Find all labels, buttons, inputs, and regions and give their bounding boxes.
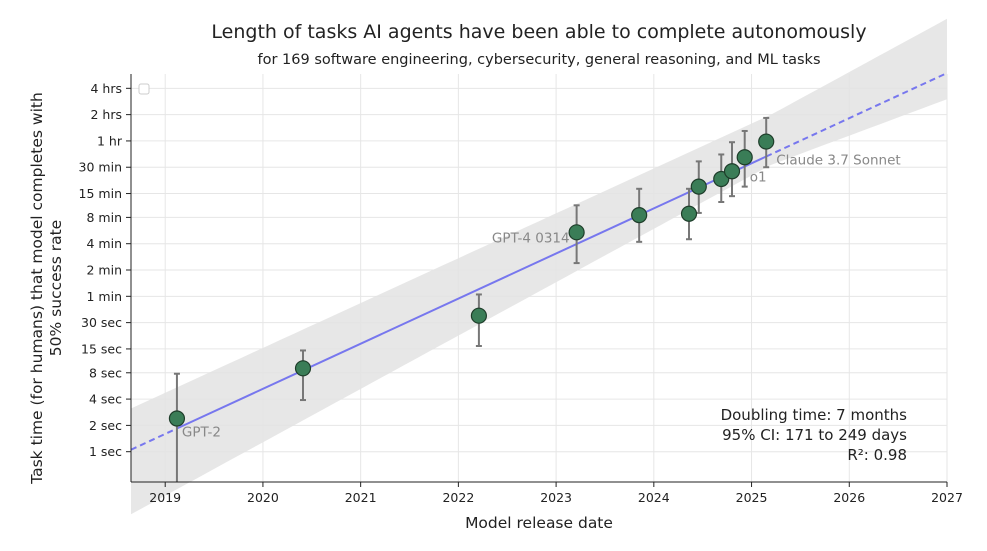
y-tick-label: 2 min <box>87 263 123 278</box>
data-point <box>690 178 707 195</box>
y-tick-label: 4 hrs <box>90 81 122 96</box>
trend-line-solid <box>176 155 767 430</box>
x-tick-label: 2019 <box>149 490 181 505</box>
confidence-band <box>131 18 947 515</box>
y-tick-label: 2 hrs <box>90 107 122 122</box>
point-label: GPT-4 0314 <box>492 230 570 246</box>
y-tick-label: 15 sec <box>81 341 122 356</box>
y-axis-label: Task time (for humans) that model comple… <box>28 92 65 485</box>
data-point <box>736 149 753 166</box>
point-label: GPT-2 <box>182 424 221 440</box>
x-tick-label: 2022 <box>442 490 474 505</box>
y-tick-label: 2 sec <box>89 418 122 433</box>
y-tick-label: 8 min <box>87 210 123 225</box>
x-tick-label: 2025 <box>736 490 768 505</box>
x-tick-label: 2020 <box>247 490 279 505</box>
y-tick-label: 4 sec <box>89 392 122 407</box>
stats-annotation: Doubling time: 7 months 95% CI: 171 to 2… <box>721 406 908 464</box>
legend-box <box>138 83 150 95</box>
point-label: o1 <box>750 169 767 185</box>
y-axis-label-line-1: Task time (for humans) that model comple… <box>28 92 46 485</box>
data-point <box>294 360 312 377</box>
y-tick-label: 4 min <box>87 236 123 251</box>
ci-text: 95% CI: 171 to 249 days <box>722 426 907 444</box>
data-point <box>758 133 775 150</box>
point-labels: GPT-2 GPT-4 0314 o1 Claude 3.7 Sonnet <box>182 153 901 441</box>
y-tick-label: 30 min <box>79 160 122 175</box>
chart-title: Length of tasks AI agents have been able… <box>211 21 866 43</box>
ci-band-area <box>131 18 947 515</box>
y-tick-label: 30 sec <box>81 315 122 330</box>
x-tick-label: 2026 <box>833 490 865 505</box>
y-tick-label: 8 sec <box>89 365 122 380</box>
data-point <box>723 163 741 180</box>
data-point <box>470 307 487 324</box>
trend-line-dashed-end <box>765 72 948 158</box>
y-axis-label-line-2: 50% success rate <box>47 220 65 356</box>
axes <box>130 74 947 483</box>
data-point <box>680 205 698 222</box>
data-point <box>568 224 585 241</box>
y-axis-ticks: 1 sec 2 sec 4 sec 8 sec 15 sec 30 sec 1 min 2 m… <box>79 81 131 459</box>
trend-line-dashed-start <box>130 427 178 451</box>
r2-text: R²: 0.98 <box>847 446 907 464</box>
y-tick-label: 15 min <box>79 186 122 201</box>
x-tick-label: 2024 <box>638 490 670 505</box>
x-tick-label: 2021 <box>345 490 377 505</box>
trend-line <box>130 72 948 451</box>
doubling-time-text: Doubling time: 7 months <box>721 406 908 424</box>
x-tick-label: 2023 <box>540 490 572 505</box>
y-tick-label: 1 hr <box>97 133 123 148</box>
y-tick-label: 1 sec <box>89 444 122 459</box>
y-tick-label: 1 min <box>87 289 123 304</box>
data-point <box>631 206 648 224</box>
point-label: Claude 3.7 Sonnet <box>776 153 900 169</box>
data-points <box>168 133 775 427</box>
data-point <box>168 410 186 427</box>
x-axis-label: Model release date <box>465 514 613 532</box>
x-tick-label: 2027 <box>931 490 963 505</box>
x-axis-ticks: 2019 2020 2021 2022 2023 2024 2025 2026 2027 <box>149 482 963 505</box>
chart-subtitle: for 169 software engineering, cybersecur… <box>257 52 820 68</box>
